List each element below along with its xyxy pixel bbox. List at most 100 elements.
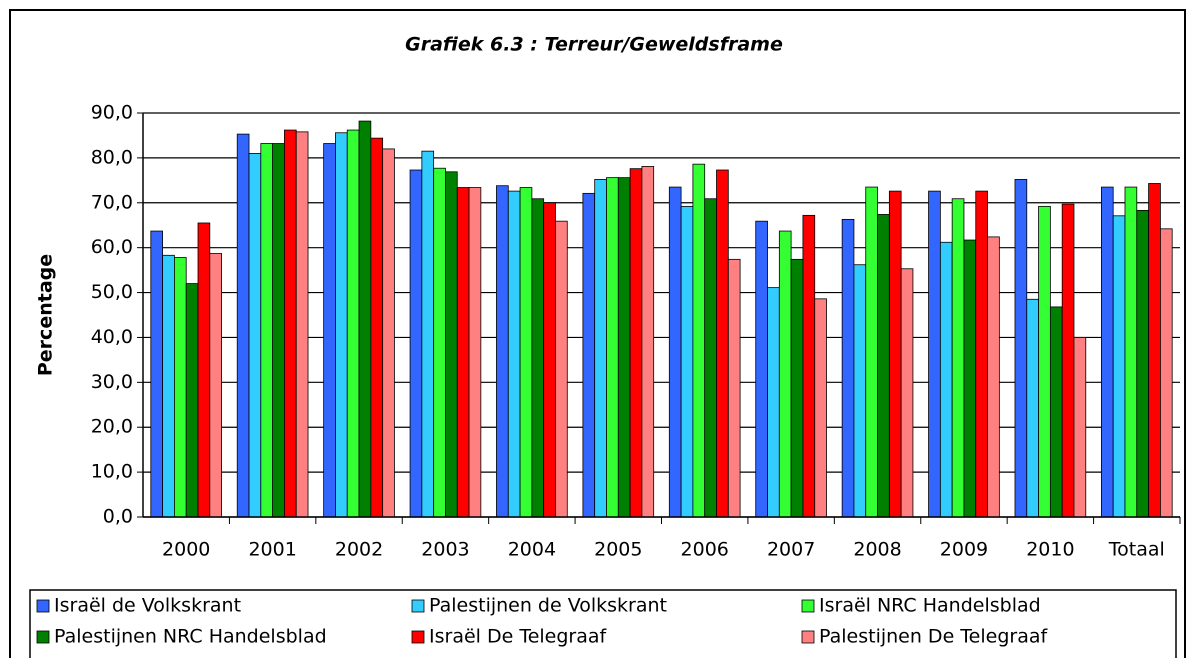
bar <box>1100 186 1114 518</box>
bar <box>248 152 262 518</box>
bar <box>507 190 521 518</box>
bar <box>680 205 694 518</box>
bar <box>900 268 914 518</box>
bar <box>433 167 446 518</box>
bar <box>951 198 965 518</box>
bar <box>358 120 372 518</box>
bar <box>865 186 878 518</box>
legend-swatch <box>411 599 425 613</box>
x-tick-label: 2001 <box>248 539 296 561</box>
bar <box>468 187 482 518</box>
bar <box>727 258 741 518</box>
bar <box>323 143 336 518</box>
x-tick-label: 2007 <box>767 539 815 561</box>
bar <box>767 287 780 518</box>
y-tick-label: 50,0 <box>91 281 133 303</box>
bar <box>814 298 827 518</box>
bar <box>1073 337 1087 518</box>
bar <box>1049 306 1063 518</box>
y-tick-label: 40,0 <box>91 326 133 348</box>
x-tick-label: 2000 <box>162 539 210 561</box>
bar <box>928 190 941 518</box>
y-tick-label: 30,0 <box>91 371 133 393</box>
legend-box <box>29 589 1177 658</box>
bar <box>790 258 804 518</box>
legend-swatch <box>801 630 815 644</box>
x-tick-label: 2005 <box>594 539 642 561</box>
y-tick-label: 80,0 <box>91 146 133 168</box>
legend-label: Israël NRC Handelsblad <box>819 595 1041 617</box>
x-tick-label: 2004 <box>508 539 556 561</box>
bar <box>445 171 458 518</box>
legend-label: Palestijnen De Telegraaf <box>819 626 1048 648</box>
x-tick-label: 2010 <box>1026 539 1074 561</box>
x-tick-label: 2002 <box>335 539 383 561</box>
bar <box>975 190 988 518</box>
bar <box>1159 228 1173 518</box>
y-tick-label: 90,0 <box>91 102 133 124</box>
bar <box>370 137 384 518</box>
bar <box>1014 179 1028 518</box>
bar <box>853 264 867 518</box>
legend-swatch <box>801 599 815 613</box>
bar <box>888 190 902 518</box>
bar <box>1136 210 1149 518</box>
legend-swatch <box>411 630 425 644</box>
y-axis-label: Percentage <box>35 254 57 376</box>
bar <box>409 169 423 518</box>
bar <box>1061 203 1075 518</box>
x-tick-label: 2003 <box>421 539 469 561</box>
bar <box>346 129 360 518</box>
bar <box>629 168 643 518</box>
bar <box>641 166 655 518</box>
chart-title: Grafiek 6.3 : Terreur/Geweldsframe <box>405 34 783 56</box>
bar <box>704 198 717 518</box>
bar <box>582 192 596 518</box>
x-tick-label: Totaal <box>1108 539 1165 561</box>
bar <box>209 253 223 518</box>
legend-label: Palestijnen de Volkskrant <box>429 595 667 617</box>
legend-label: Israël De Telegraaf <box>429 626 608 648</box>
bar <box>456 187 470 518</box>
bar <box>716 169 729 518</box>
bar <box>987 236 1000 518</box>
legend-swatch <box>36 599 50 613</box>
bar <box>150 230 164 518</box>
legend-label: Israël de Volkskrant <box>54 595 241 617</box>
bar <box>236 133 250 518</box>
bar <box>335 132 348 518</box>
bar <box>555 220 568 518</box>
bar <box>197 222 211 518</box>
bar <box>692 163 706 518</box>
y-tick-label: 0,0 <box>103 506 133 528</box>
legend-swatch <box>36 630 50 644</box>
bar <box>939 241 953 518</box>
bar <box>543 202 556 518</box>
x-tick-label: 2008 <box>853 539 901 561</box>
y-tick-label: 60,0 <box>91 236 133 258</box>
bar <box>877 214 890 518</box>
bar <box>1112 215 1126 518</box>
bar <box>382 148 395 518</box>
bar <box>272 143 285 518</box>
bar <box>617 177 631 518</box>
bar <box>606 177 619 518</box>
bar <box>531 198 545 518</box>
bar <box>594 179 607 518</box>
bar <box>755 220 768 518</box>
bar <box>963 239 977 518</box>
bar <box>802 214 816 518</box>
bar <box>1124 186 1138 518</box>
bar <box>668 186 682 518</box>
bar <box>162 254 175 518</box>
bar <box>284 129 297 518</box>
bar <box>185 283 199 518</box>
bar <box>295 131 309 518</box>
bar <box>174 257 187 518</box>
bar <box>841 218 855 518</box>
bar <box>496 185 509 518</box>
bar <box>519 187 533 518</box>
bar <box>260 143 274 518</box>
bar <box>1038 205 1051 518</box>
